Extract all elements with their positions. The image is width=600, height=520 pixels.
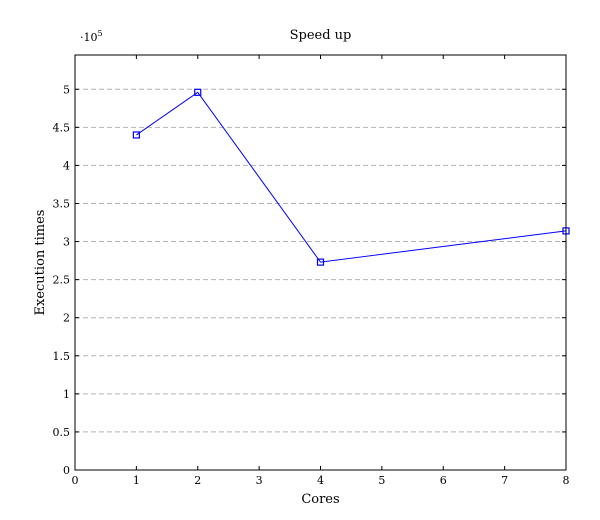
- y-scale-exponent: 5: [98, 29, 103, 38]
- chart-title: Speed up: [290, 28, 352, 43]
- x-tick-label: 8: [563, 474, 570, 487]
- x-tick-label: 4: [317, 474, 324, 487]
- series-layer: [132, 88, 570, 266]
- grid-lines: [75, 88, 566, 433]
- y-tick-label: 4.5: [53, 121, 71, 134]
- tick-labels: 0 0.5 1 1.5 2 2.5 3 3.5 4 4.5 5 0 1 2 3 4 5 6 7 8: [53, 83, 570, 487]
- y-tick-label: 2.5: [53, 274, 71, 287]
- x-tick-label: 2: [194, 474, 201, 487]
- y-tick-label: 0: [63, 464, 70, 477]
- x-tick-label: 1: [133, 474, 140, 487]
- y-tick-label: 0.5: [53, 426, 71, 439]
- y-tick-label: 1: [63, 388, 70, 401]
- data-point-marker: [132, 131, 140, 139]
- x-tick-label: 6: [440, 474, 447, 487]
- y-tick-label: 1.5: [53, 350, 71, 363]
- y-axis-label: Execution times: [33, 210, 48, 316]
- x-axis-label: Cores: [301, 492, 339, 507]
- x-tick-label: 7: [501, 474, 508, 487]
- y-tick-label: 3: [63, 236, 70, 249]
- x-tick-label: 0: [72, 474, 79, 487]
- x-tick-label: 3: [256, 474, 263, 487]
- y-tick-label: 3.5: [53, 197, 71, 210]
- y-tick-label: 5: [63, 83, 70, 96]
- y-tick-label: 2: [63, 312, 70, 325]
- axis-ticks: [74, 55, 567, 471]
- y-tick-label: 4: [63, 159, 70, 172]
- x-tick-label: 5: [378, 474, 385, 487]
- series-line: [136, 91, 567, 263]
- data-point-marker: [194, 88, 202, 96]
- y-scale-base: ·10: [80, 31, 98, 44]
- data-point-marker: [316, 258, 325, 266]
- y-scale-multiplier: ·105: [80, 29, 103, 44]
